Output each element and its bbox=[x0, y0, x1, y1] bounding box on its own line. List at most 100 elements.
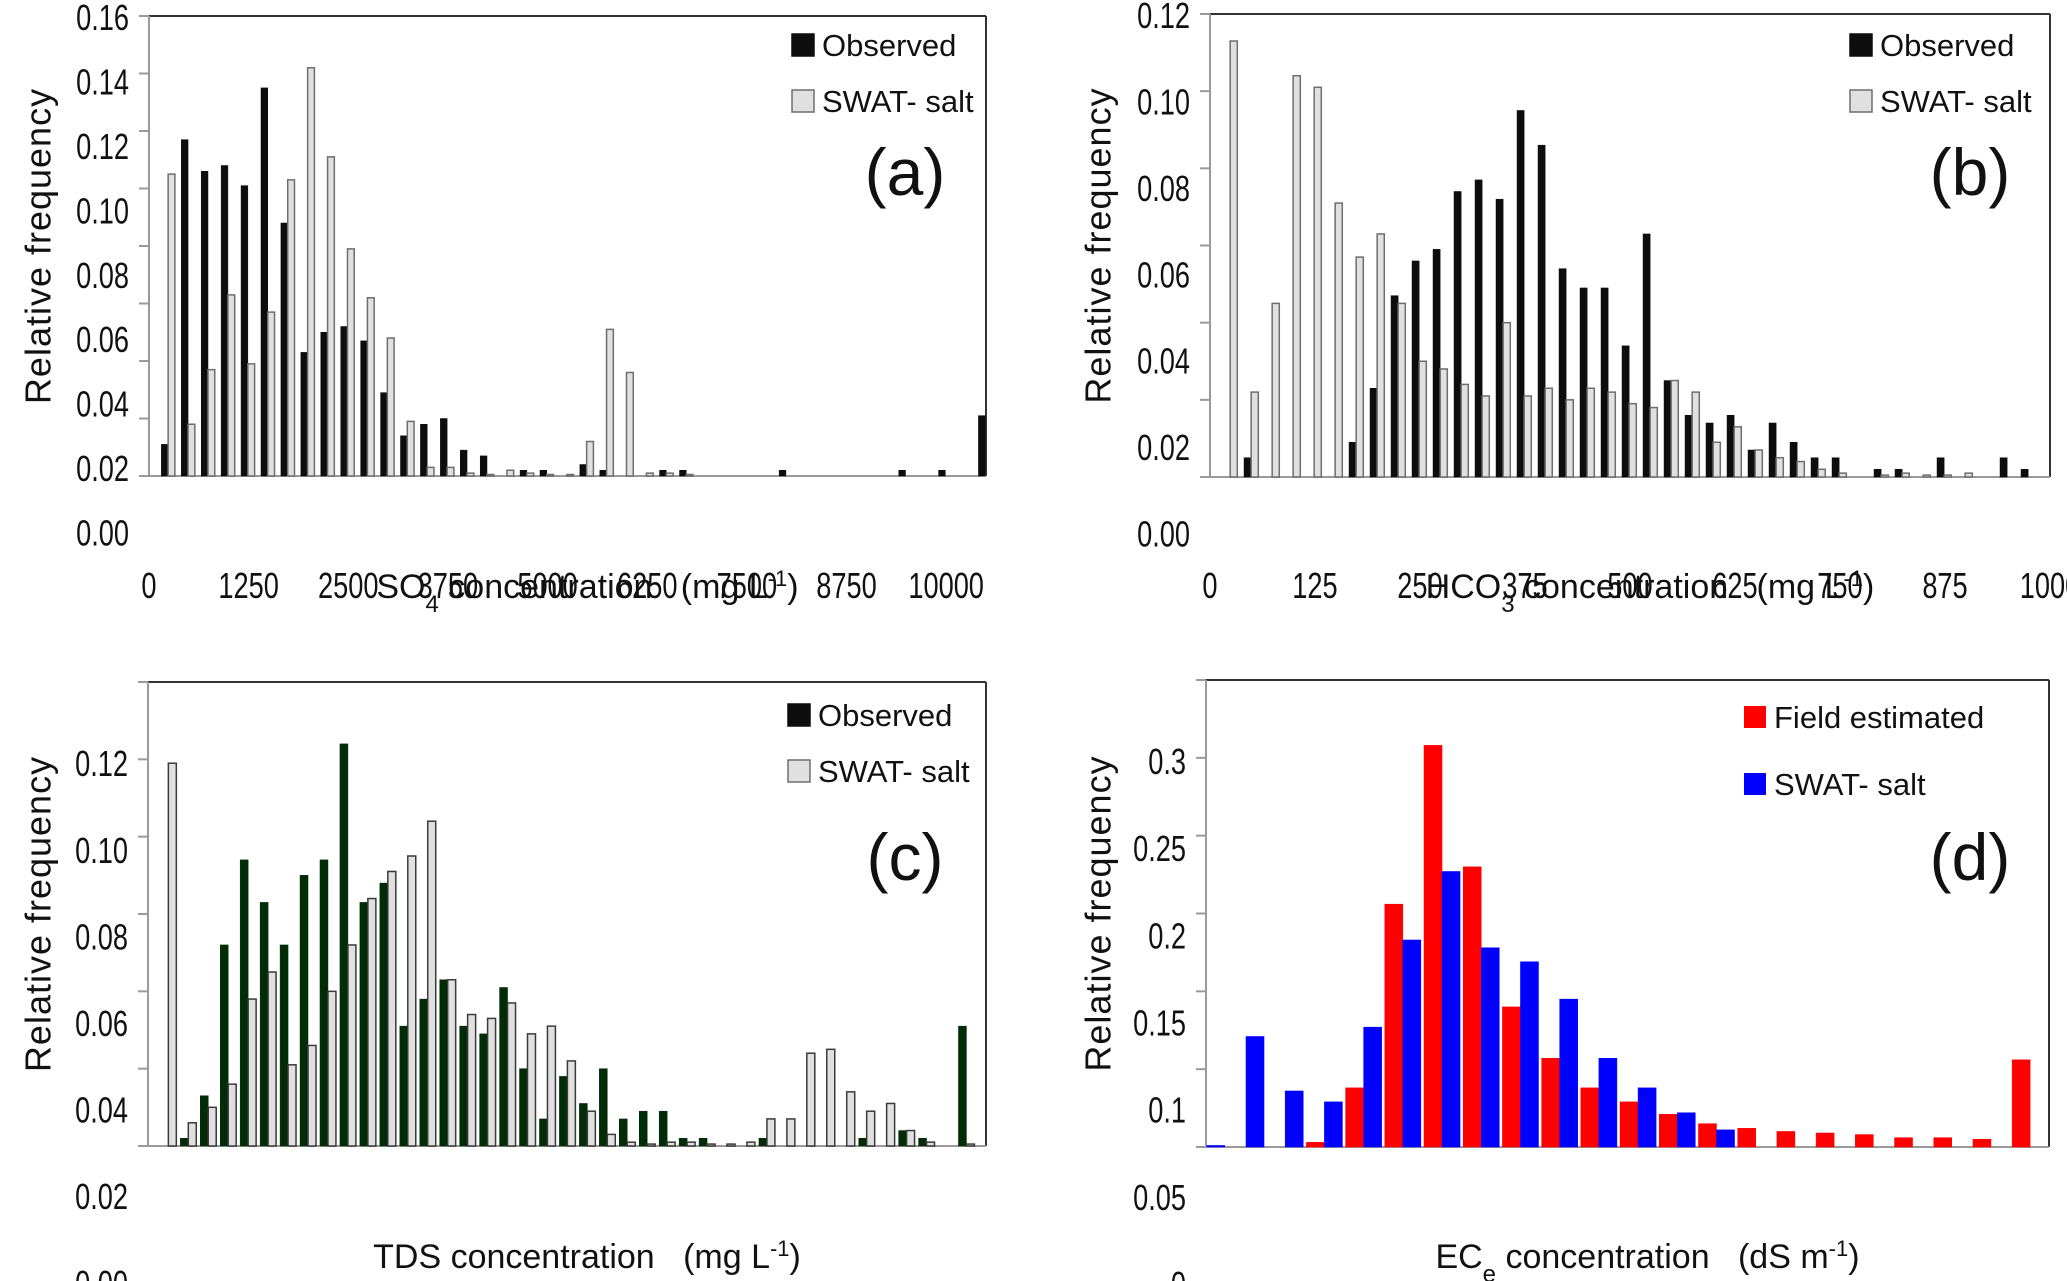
bar bbox=[858, 1138, 867, 1147]
bar bbox=[1684, 415, 1693, 478]
y-tick-label: 0.04 bbox=[1137, 341, 1190, 382]
bar bbox=[239, 859, 249, 1147]
y-tick-label: 0.10 bbox=[76, 191, 129, 232]
bar bbox=[219, 944, 229, 1147]
bar bbox=[1271, 302, 1281, 478]
y-tick-label: 0.16 bbox=[76, 0, 129, 38]
bar bbox=[460, 449, 468, 477]
x-title-rest: concentration bbox=[441, 1238, 655, 1276]
bar bbox=[379, 882, 389, 1147]
bar bbox=[360, 340, 368, 477]
series-swat-salt bbox=[167, 67, 694, 477]
x-tick-label: 500 bbox=[1607, 565, 1652, 606]
x-title-gap bbox=[652, 568, 680, 606]
bar bbox=[1402, 939, 1422, 1148]
x-axis-title: ECe concentration (dS m-1) bbox=[1435, 1236, 1859, 1281]
x-tick-label: 7500 bbox=[717, 565, 777, 606]
bar bbox=[1516, 110, 1525, 478]
x-axis-title: HCO3 concentration (mg L-1) bbox=[1426, 566, 1875, 618]
bar bbox=[579, 464, 587, 477]
bar bbox=[1855, 1134, 1874, 1148]
bar bbox=[1838, 472, 1848, 478]
bar bbox=[486, 473, 495, 477]
x-title-rest: concentration bbox=[1515, 568, 1729, 606]
x-tick-label: 875 bbox=[1922, 565, 1967, 606]
bar bbox=[1441, 871, 1461, 1148]
bar bbox=[387, 870, 397, 1147]
panel-label: (a) bbox=[865, 135, 946, 209]
bar bbox=[599, 1068, 608, 1147]
bar bbox=[419, 998, 428, 1147]
bar bbox=[339, 743, 349, 1147]
bar bbox=[978, 415, 986, 477]
bar bbox=[227, 294, 236, 477]
bar bbox=[686, 1141, 696, 1147]
y-tick-label: 0.15 bbox=[1133, 1003, 1186, 1044]
bar bbox=[167, 173, 176, 477]
x-tick-label: 375 bbox=[1502, 565, 1547, 606]
legend-label: Observed bbox=[818, 698, 952, 733]
bar bbox=[466, 1013, 477, 1147]
bar bbox=[180, 1138, 189, 1147]
bar bbox=[958, 1025, 967, 1147]
bar bbox=[399, 1025, 409, 1147]
bar bbox=[766, 1118, 776, 1147]
series-swat-salt bbox=[1229, 40, 1974, 478]
bar bbox=[539, 1118, 548, 1147]
x-title-subscript: 4 bbox=[426, 591, 439, 618]
bar bbox=[426, 466, 435, 477]
bar bbox=[519, 470, 528, 477]
bar bbox=[1776, 1131, 1796, 1148]
x-title-unit: (dS m bbox=[1738, 1238, 1829, 1276]
bar bbox=[479, 1033, 488, 1147]
x-tick-label: 1000 bbox=[2020, 565, 2067, 606]
bar bbox=[1480, 947, 1500, 1148]
legend-swatch-swat-salt bbox=[1744, 773, 1766, 795]
x-axis-title: TDS concentration (mg L-1) bbox=[373, 1236, 801, 1277]
y-tick-label: 0.12 bbox=[75, 743, 128, 784]
bar bbox=[679, 470, 687, 477]
panel-label: (d) bbox=[1930, 820, 2011, 894]
bar bbox=[459, 1025, 468, 1147]
bar bbox=[1245, 1036, 1265, 1148]
bar bbox=[1649, 406, 1659, 478]
legend-swatch-swat-salt bbox=[1849, 89, 1873, 113]
bar bbox=[299, 875, 309, 1147]
bar bbox=[938, 470, 946, 477]
bar bbox=[247, 363, 256, 477]
y-tick-label: 0.12 bbox=[1137, 0, 1190, 36]
bar bbox=[1922, 474, 1932, 478]
y-tick-label: 0.00 bbox=[1137, 514, 1190, 555]
bar bbox=[1737, 1128, 1756, 1148]
bar bbox=[346, 248, 356, 477]
bar bbox=[1964, 472, 1974, 478]
bar bbox=[446, 978, 457, 1147]
bar bbox=[2020, 469, 2029, 478]
bar bbox=[1345, 1087, 1364, 1148]
bar bbox=[1250, 391, 1260, 478]
x-title-gap bbox=[1728, 568, 1756, 606]
bar bbox=[519, 1068, 528, 1147]
bar bbox=[678, 1138, 688, 1147]
bar bbox=[366, 297, 375, 477]
bar bbox=[546, 473, 555, 477]
x-title-main: HCO bbox=[1426, 568, 1502, 606]
x-title-unit-end: ) bbox=[787, 568, 798, 606]
bar bbox=[965, 1143, 976, 1147]
bar bbox=[1642, 233, 1651, 478]
legend-label: Observed bbox=[822, 28, 956, 63]
y-tick-label: 0.00 bbox=[75, 1263, 128, 1281]
bar bbox=[161, 444, 169, 477]
bar bbox=[1936, 457, 1945, 478]
bar bbox=[426, 820, 437, 1147]
bar bbox=[786, 1118, 796, 1147]
x-tick-label: 10000 bbox=[908, 565, 984, 606]
series-observed bbox=[180, 743, 967, 1147]
x-tick-label: 6250 bbox=[617, 565, 677, 606]
series-swat-salt bbox=[1206, 871, 1735, 1148]
legend-swatch-observed bbox=[791, 33, 815, 57]
bar bbox=[287, 1064, 297, 1147]
bar bbox=[605, 328, 615, 477]
bar bbox=[1600, 287, 1609, 478]
